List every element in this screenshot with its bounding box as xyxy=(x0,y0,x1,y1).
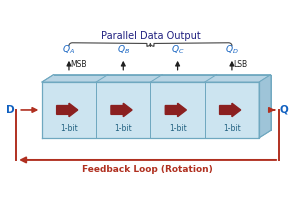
Text: $Q_A$: $Q_A$ xyxy=(63,44,76,56)
Text: $Q_C$: $Q_C$ xyxy=(171,44,184,56)
Text: $Q_D$: $Q_D$ xyxy=(225,44,239,56)
Polygon shape xyxy=(42,82,96,138)
FancyArrow shape xyxy=(165,103,186,117)
Text: 1-bit: 1-bit xyxy=(223,124,241,133)
FancyArrow shape xyxy=(219,103,241,117)
Text: 1-bit: 1-bit xyxy=(114,124,132,133)
Text: MSB: MSB xyxy=(71,60,87,69)
Text: D: D xyxy=(6,105,14,115)
FancyArrow shape xyxy=(111,103,132,117)
Polygon shape xyxy=(205,82,259,138)
Text: Q: Q xyxy=(280,105,289,115)
Polygon shape xyxy=(259,75,271,138)
Text: $Q_B$: $Q_B$ xyxy=(117,44,130,56)
Text: Parallel Data Output: Parallel Data Output xyxy=(101,31,200,41)
Polygon shape xyxy=(150,82,205,138)
FancyArrow shape xyxy=(57,103,78,117)
Text: Feedback Loop (Rotation): Feedback Loop (Rotation) xyxy=(82,165,213,174)
Text: 1-bit: 1-bit xyxy=(60,124,78,133)
Text: 1-bit: 1-bit xyxy=(169,124,186,133)
Polygon shape xyxy=(96,82,150,138)
Text: LSB: LSB xyxy=(233,60,248,69)
Polygon shape xyxy=(42,75,271,82)
